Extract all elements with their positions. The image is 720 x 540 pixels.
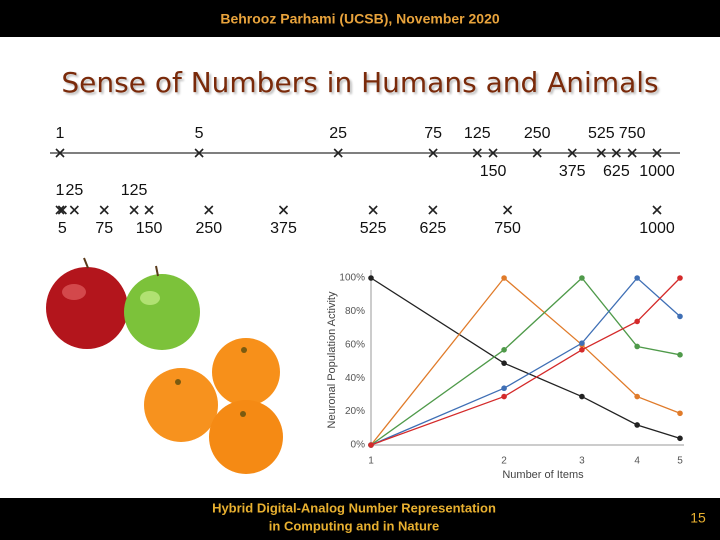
number-label: 1 — [56, 182, 65, 199]
number-label: 1000 — [639, 163, 675, 180]
data-point — [501, 360, 507, 366]
data-point — [501, 393, 507, 400]
series-line — [370, 277, 681, 446]
y-tick-label: 100% — [339, 273, 365, 284]
number-label: 750 — [494, 220, 521, 237]
footer-line: Hybrid Digital-Analog Number Representat… — [212, 500, 496, 515]
cross-mark — [611, 148, 621, 158]
number-label: 75 — [95, 220, 113, 237]
series-line — [370, 277, 681, 446]
data-point — [501, 347, 507, 353]
data-point — [634, 275, 640, 281]
number-label: 525 — [588, 125, 615, 142]
cross-mark — [278, 205, 289, 215]
number-label: 25 — [329, 125, 347, 142]
series-line — [370, 277, 681, 439]
number-label: 625 — [603, 163, 630, 180]
number-label: 125 — [121, 182, 148, 199]
number-label: 625 — [420, 220, 447, 237]
x-tick-label: 4 — [634, 456, 640, 467]
data-point — [634, 343, 640, 350]
data-point — [501, 275, 507, 281]
data-point — [677, 435, 683, 442]
number-label: 1000 — [639, 220, 675, 237]
cross-mark — [57, 205, 67, 215]
number-label: 5 — [195, 125, 204, 142]
data-point — [677, 352, 683, 358]
cross-mark — [55, 205, 65, 215]
cross-mark — [99, 205, 109, 215]
cross-mark — [627, 148, 637, 158]
cross-mark — [428, 148, 438, 158]
footer-bar — [0, 498, 720, 540]
data-point — [677, 410, 683, 417]
series-line — [370, 277, 681, 446]
cross-mark — [204, 205, 214, 215]
number-label: 750 — [619, 125, 646, 142]
data-point — [501, 385, 507, 392]
number-label: 5 — [58, 220, 67, 237]
cross-mark — [129, 205, 139, 215]
cross-mark — [333, 148, 343, 158]
cross-mark — [596, 148, 606, 158]
number-label: 250 — [524, 125, 551, 142]
cross-mark — [532, 148, 542, 158]
y-axis-label: Neuronal Population Activity — [326, 291, 338, 428]
header: Behrooz Parhami (UCSB), November 2020 — [220, 11, 500, 27]
data-point — [579, 347, 585, 353]
data-point — [579, 275, 585, 281]
data-point — [677, 275, 683, 281]
data-point — [634, 422, 640, 428]
y-tick-label: 60% — [345, 339, 365, 350]
cross-mark — [55, 148, 65, 158]
cross-mark — [194, 148, 204, 158]
x-tick-label: 2 — [501, 456, 507, 467]
cross-mark — [472, 148, 482, 158]
cross-mark — [69, 205, 79, 215]
y-tick-label: 80% — [345, 306, 365, 317]
cross-mark — [144, 205, 154, 215]
series-line — [370, 277, 681, 446]
data-point — [634, 318, 640, 325]
x-tick-label: 1 — [368, 456, 374, 467]
data-point — [368, 442, 374, 448]
slide-title: Sense of Numbers in Humans and Animals — [61, 66, 658, 99]
y-tick-label: 40% — [345, 373, 365, 384]
data-point — [579, 340, 585, 346]
data-point — [368, 275, 374, 281]
page-number: 15 — [690, 510, 706, 526]
data-point — [634, 393, 640, 400]
y-tick-label: 20% — [345, 406, 365, 417]
number-label: 150 — [136, 220, 163, 237]
number-label: 125 — [464, 125, 491, 142]
cross-mark — [503, 205, 513, 215]
x-tick-label: 3 — [579, 456, 585, 467]
number-label: 1 — [56, 125, 65, 142]
number-label: 150 — [480, 163, 507, 180]
cross-mark — [368, 205, 378, 215]
footer-line: in Computing and in Nature — [269, 518, 439, 533]
number-label: 375 — [559, 163, 586, 180]
cross-mark — [567, 148, 577, 158]
data-point — [677, 313, 683, 320]
cross-mark — [652, 148, 662, 158]
cross-mark — [652, 205, 662, 215]
number-label: 375 — [270, 220, 297, 237]
number-label: 75 — [424, 125, 442, 142]
data-point — [579, 393, 585, 400]
x-tick-label: 5 — [677, 456, 683, 467]
x-axis-label: Number of Items — [502, 469, 584, 481]
fruit — [46, 257, 283, 474]
cross-mark — [488, 148, 498, 158]
header-bar — [0, 0, 720, 37]
y-tick-label: 0% — [351, 440, 366, 451]
number-label: 25 — [65, 182, 83, 199]
cross-mark — [428, 205, 438, 215]
number-label: 250 — [195, 220, 222, 237]
number-label: 525 — [360, 220, 387, 237]
